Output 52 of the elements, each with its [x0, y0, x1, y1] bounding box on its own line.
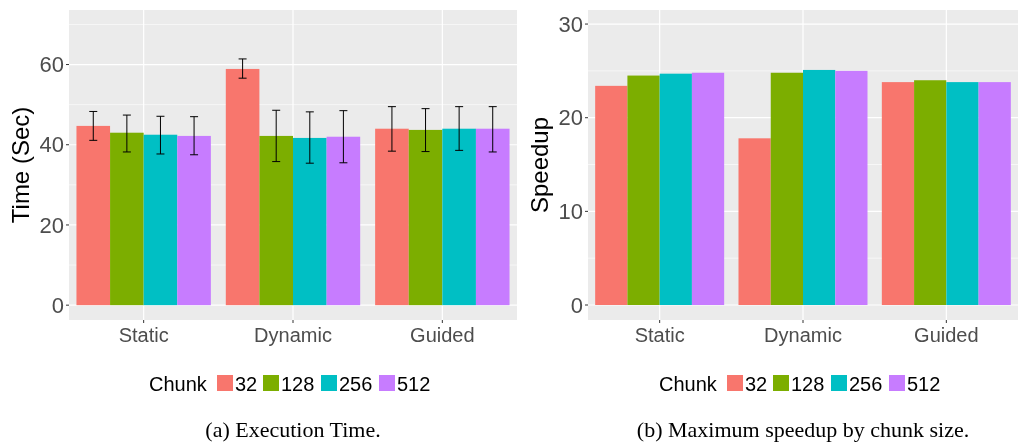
legend-label: 32 [745, 373, 768, 395]
bar [293, 137, 327, 306]
bar [375, 128, 409, 306]
x-tick-label: Static [634, 324, 685, 346]
bar [225, 68, 260, 306]
legend-label: 512 [397, 373, 431, 395]
bar [143, 134, 178, 306]
bar [475, 128, 510, 306]
legend-label: 256 [339, 373, 373, 395]
bar [770, 72, 803, 306]
bar [595, 85, 628, 306]
y-tick-label: 20 [558, 105, 583, 131]
y-tick-label: 20 [39, 212, 64, 238]
y-tick-label: 30 [558, 11, 583, 37]
y-tick-label: 0 [570, 292, 583, 318]
x-tick-label: Guided [914, 324, 979, 346]
legend-label: 128 [281, 373, 315, 395]
bar [76, 125, 111, 306]
legend-label: 32 [235, 373, 258, 395]
bar [978, 82, 1011, 306]
text: (a) Execution Time. [205, 417, 381, 442]
bar [835, 70, 868, 306]
bar [914, 80, 947, 306]
y-tick-label: 0 [51, 292, 64, 318]
bar [881, 82, 915, 306]
legend-label: 256 [849, 373, 883, 395]
bar [110, 132, 144, 306]
bar [946, 82, 979, 306]
y-tick-label: 40 [39, 132, 64, 158]
bar [177, 135, 211, 306]
legend-label: 128 [791, 373, 825, 395]
legend-title: Chunk [149, 373, 208, 395]
bar [738, 138, 771, 306]
x-tick-label: Dynamic [764, 324, 842, 346]
text: (b) Maximum speedup by chunk size. [636, 417, 970, 442]
bar [408, 129, 443, 306]
bar [627, 75, 660, 306]
bar [326, 136, 361, 306]
y-axis-title: Time (Sec) [7, 106, 34, 224]
legend-title: Chunk [659, 373, 718, 395]
legend-label: 512 [907, 373, 941, 395]
x-tick-label: Dynamic [254, 324, 332, 346]
y-tick-label: 60 [39, 52, 64, 78]
x-tick-label: Static [118, 324, 169, 346]
bar [442, 128, 476, 306]
x-tick-label: Guided [410, 324, 475, 346]
bar [659, 73, 692, 306]
bar [691, 72, 725, 306]
y-axis-title: Speedup [526, 116, 553, 214]
bar [259, 135, 293, 306]
y-tick-label: 10 [558, 199, 583, 225]
bar [803, 69, 836, 306]
